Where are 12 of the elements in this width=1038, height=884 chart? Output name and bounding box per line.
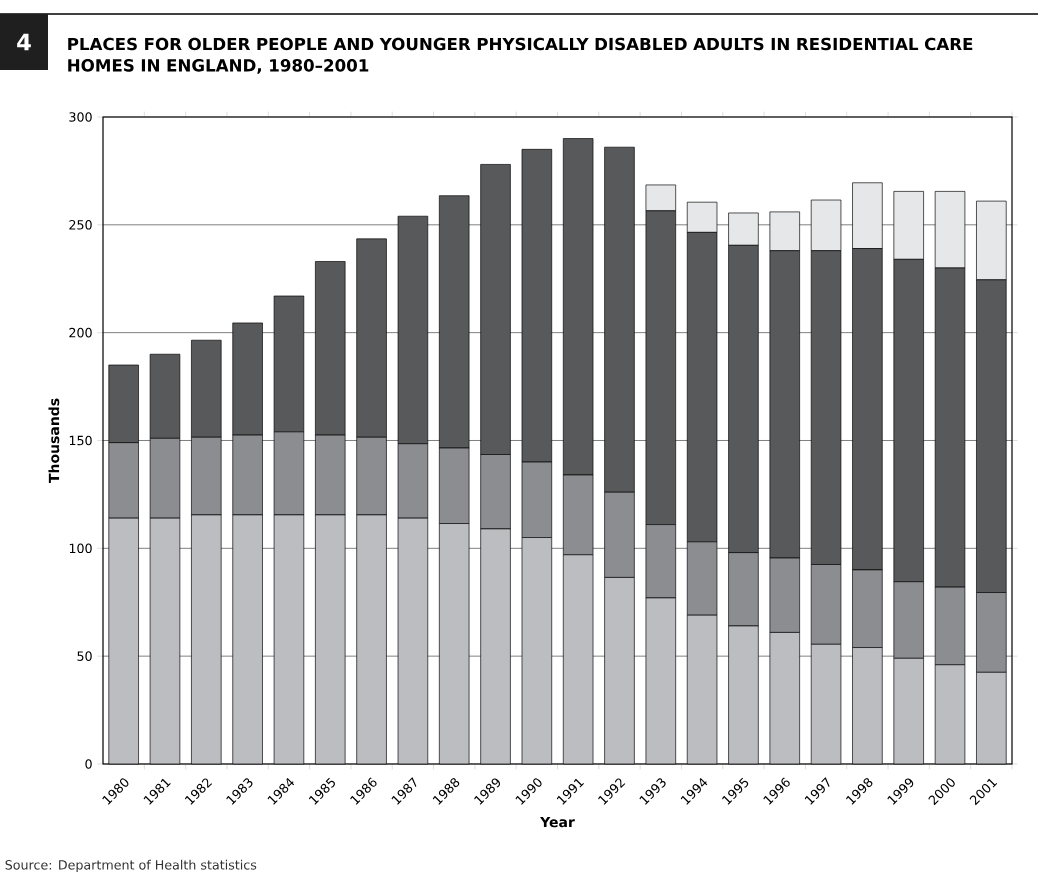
y-tick-label: 100 (69, 543, 92, 554)
y-tick-label: 50 (77, 651, 92, 661)
y-tick-label: 150 (69, 435, 92, 446)
text: 4 (17, 33, 31, 51)
y-axis-title: Thousands (48, 398, 60, 484)
source-note: Source: Department of Health statistics (5, 859, 257, 873)
y-tick-label: 200 (69, 327, 92, 338)
y-tick-label: 300 (69, 112, 92, 122)
y-tick-label: 0 (85, 759, 92, 769)
y-tick-label: 250 (69, 220, 92, 230)
chart-title: PLACES FOR OLDER PEOPLE AND YOUNGER PHYSICALLY DISABLED ADULTS IN RESIDENTIAL CARE HOMES IN ENGLAND, 1980–2001 (68, 37, 973, 74)
x-axis-title: Year (540, 816, 575, 828)
